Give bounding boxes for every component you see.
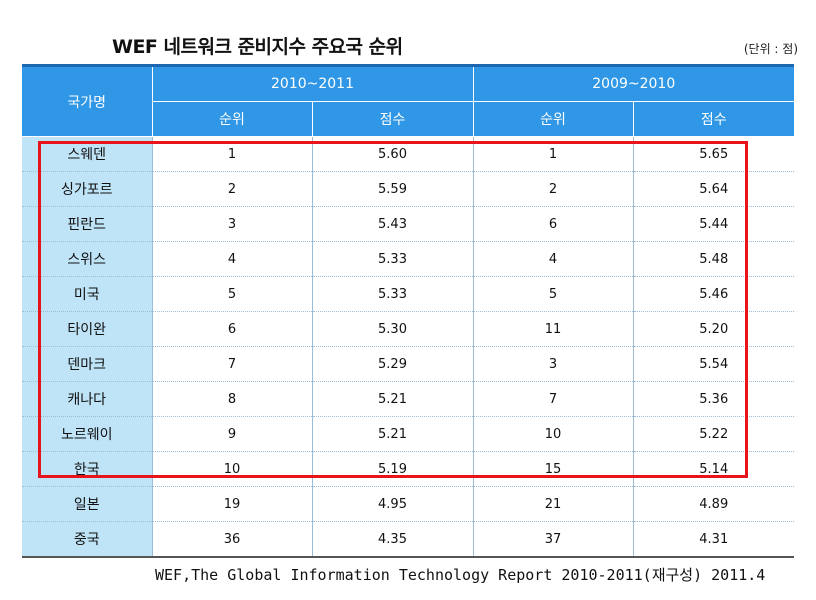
rank-2010-2011-cell: 4: [151, 241, 312, 277]
table-row: 한국 10 5.19 15 5.14: [22, 451, 794, 487]
table-row: 일본 19 4.95 21 4.89: [22, 486, 794, 522]
table-row: 타이완 6 5.30 11 5.20: [22, 311, 794, 347]
score-2010-2011-cell: 4.95: [311, 486, 473, 522]
score-2009-2010-cell: 5.65: [632, 136, 794, 172]
table-body: 스웨덴 1 5.60 1 5.65 싱가포르 2 5.59 2 5.64 핀란드 3 5.43 6 5.44…: [22, 136, 794, 558]
score-2009-2010-cell: 5.14: [632, 451, 794, 487]
table-row: 미국 5 5.33 5 5.46: [22, 276, 794, 312]
score-2010-2011-cell: 4.35: [311, 521, 473, 558]
score-2009-2010-cell: 5.48: [632, 241, 794, 277]
ranking-table-container: 국가명 2010~2011 2009~2010 순위 점수 순위 점수 스웨덴 1…: [22, 64, 794, 558]
score-2010-2011-cell: 5.21: [311, 416, 473, 452]
header-period-2009-2010: 2009~2010: [472, 67, 794, 102]
rank-2009-2010-cell: 37: [472, 521, 633, 558]
country-cell: 한국: [22, 451, 152, 487]
score-2010-2011-cell: 5.60: [311, 136, 473, 172]
rank-2009-2010-cell: 4: [472, 241, 633, 277]
country-cell: 미국: [22, 276, 152, 312]
rank-2010-2011-cell: 5: [151, 276, 312, 312]
country-cell: 캐나다: [22, 381, 152, 417]
score-2009-2010-cell: 5.20: [632, 311, 794, 347]
country-cell: 일본: [22, 486, 152, 522]
score-2009-2010-cell: 5.46: [632, 276, 794, 312]
table-row: 스웨덴 1 5.60 1 5.65: [22, 136, 794, 172]
header-row-columns: 순위 점수 순위 점수: [22, 101, 794, 137]
rank-2009-2010-cell: 6: [472, 206, 633, 242]
rank-2009-2010-cell: 15: [472, 451, 633, 487]
rank-2010-2011-cell: 19: [151, 486, 312, 522]
country-cell: 스위스: [22, 241, 152, 277]
header-rank-1: 순위: [151, 101, 312, 137]
score-2010-2011-cell: 5.21: [311, 381, 473, 417]
header-score-1: 점수: [311, 101, 473, 137]
unit-label: (단위 : 점): [743, 42, 798, 56]
header-score-2: 점수: [632, 101, 794, 137]
rank-2009-2010-cell: 21: [472, 486, 633, 522]
rank-2010-2011-cell: 3: [151, 206, 312, 242]
score-2009-2010-cell: 5.22: [632, 416, 794, 452]
rank-2010-2011-cell: 1: [151, 136, 312, 172]
rank-2010-2011-cell: 7: [151, 346, 312, 382]
page-title: WEF 네트워크 준비지수 주요국 순위: [112, 36, 403, 58]
score-2010-2011-cell: 5.33: [311, 276, 473, 312]
country-cell: 타이완: [22, 311, 152, 347]
source-note: WEF,The Global Information Technology Re…: [155, 566, 766, 584]
ranking-table: 국가명 2010~2011 2009~2010 순위 점수 순위 점수 스웨덴 1…: [22, 67, 794, 558]
country-cell: 스웨덴: [22, 136, 152, 172]
header-rank-2: 순위: [472, 101, 633, 137]
rank-2009-2010-cell: 11: [472, 311, 633, 347]
table-row: 핀란드 3 5.43 6 5.44: [22, 206, 794, 242]
rank-2010-2011-cell: 2: [151, 171, 312, 207]
rank-2009-2010-cell: 10: [472, 416, 633, 452]
country-cell: 노르웨이: [22, 416, 152, 452]
header-country: 국가명: [22, 67, 152, 137]
score-2010-2011-cell: 5.59: [311, 171, 473, 207]
score-2010-2011-cell: 5.19: [311, 451, 473, 487]
score-2009-2010-cell: 4.31: [632, 521, 794, 558]
score-2010-2011-cell: 5.33: [311, 241, 473, 277]
country-cell: 핀란드: [22, 206, 152, 242]
score-2009-2010-cell: 5.44: [632, 206, 794, 242]
score-2009-2010-cell: 5.64: [632, 171, 794, 207]
table-row: 캐나다 8 5.21 7 5.36: [22, 381, 794, 417]
table-row: 중국 36 4.35 37 4.31: [22, 521, 794, 558]
table-row: 스위스 4 5.33 4 5.48: [22, 241, 794, 277]
country-cell: 덴마크: [22, 346, 152, 382]
score-2009-2010-cell: 5.54: [632, 346, 794, 382]
rank-2010-2011-cell: 9: [151, 416, 312, 452]
score-2010-2011-cell: 5.43: [311, 206, 473, 242]
table-row: 싱가포르 2 5.59 2 5.64: [22, 171, 794, 207]
rank-2009-2010-cell: 1: [472, 136, 633, 172]
country-cell: 중국: [22, 521, 152, 558]
score-2010-2011-cell: 5.29: [311, 346, 473, 382]
score-2009-2010-cell: 5.36: [632, 381, 794, 417]
score-2009-2010-cell: 4.89: [632, 486, 794, 522]
rank-2009-2010-cell: 5: [472, 276, 633, 312]
table-row: 덴마크 7 5.29 3 5.54: [22, 346, 794, 382]
rank-2010-2011-cell: 10: [151, 451, 312, 487]
table-row: 노르웨이 9 5.21 10 5.22: [22, 416, 794, 452]
rank-2010-2011-cell: 6: [151, 311, 312, 347]
score-2010-2011-cell: 5.30: [311, 311, 473, 347]
header-period-2010-2011: 2010~2011: [151, 67, 473, 102]
header-row-periods: 국가명 2010~2011 2009~2010: [22, 67, 794, 137]
rank-2010-2011-cell: 36: [151, 521, 312, 558]
rank-2009-2010-cell: 2: [472, 171, 633, 207]
rank-2009-2010-cell: 3: [472, 346, 633, 382]
country-cell: 싱가포르: [22, 171, 152, 207]
rank-2010-2011-cell: 8: [151, 381, 312, 417]
rank-2009-2010-cell: 7: [472, 381, 633, 417]
